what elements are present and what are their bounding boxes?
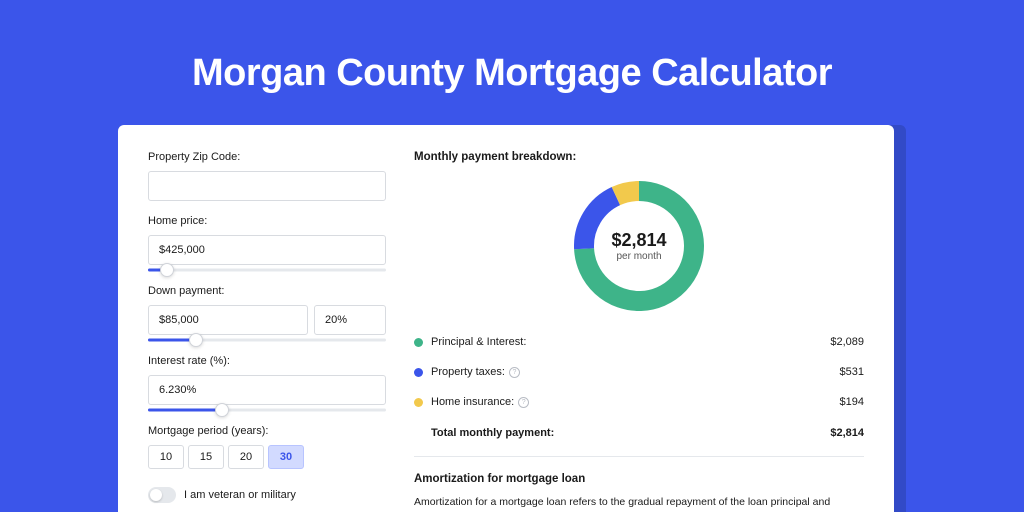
legend-swatch <box>414 398 423 407</box>
donut-container: $2,814 per month <box>414 173 864 327</box>
interest-rate-input[interactable] <box>148 375 386 405</box>
field-interest-rate: Interest rate (%): <box>148 355 386 417</box>
down-payment-label: Down payment: <box>148 285 386 297</box>
hero: Morgan County Mortgage Calculator <box>0 0 1024 125</box>
period-option-30[interactable]: 30 <box>268 445 304 469</box>
slider-thumb[interactable] <box>189 333 203 347</box>
info-icon[interactable]: ? <box>509 367 520 378</box>
field-period: Mortgage period (years): 10152030 <box>148 425 386 469</box>
veteran-label: I am veteran or military <box>184 489 296 501</box>
total-value: $2,814 <box>830 427 864 439</box>
legend-value: $2,089 <box>830 336 864 348</box>
legend-swatch <box>414 368 423 377</box>
legend: Principal & Interest:$2,089Property taxe… <box>414 327 864 417</box>
zip-label: Property Zip Code: <box>148 151 386 163</box>
interest-rate-label: Interest rate (%): <box>148 355 386 367</box>
down-payment-slider[interactable] <box>148 333 386 347</box>
breakdown-panel: Monthly payment breakdown: $2,814 per mo… <box>414 151 864 512</box>
amortization-section: Amortization for mortgage loan Amortizat… <box>414 456 864 512</box>
field-home-price: Home price: <box>148 215 386 277</box>
donut-center: $2,814 per month <box>574 181 704 311</box>
period-option-15[interactable]: 15 <box>188 445 224 469</box>
period-option-10[interactable]: 10 <box>148 445 184 469</box>
period-options: 10152030 <box>148 445 386 469</box>
amortization-text: Amortization for a mortgage loan refers … <box>414 495 864 512</box>
card-shadow: Property Zip Code: Home price: Down paym… <box>118 125 906 512</box>
legend-name: Property taxes:? <box>431 366 840 378</box>
legend-swatch <box>414 338 423 347</box>
down-payment-pct-input[interactable] <box>314 305 386 335</box>
donut-amount: $2,814 <box>611 230 666 251</box>
legend-value: $194 <box>840 396 864 408</box>
legend-row: Principal & Interest:$2,089 <box>414 327 864 357</box>
down-payment-input[interactable] <box>148 305 308 335</box>
slider-thumb[interactable] <box>160 263 174 277</box>
donut-chart: $2,814 per month <box>574 181 704 311</box>
veteran-toggle[interactable] <box>148 487 176 503</box>
home-price-slider[interactable] <box>148 263 386 277</box>
legend-value: $531 <box>840 366 864 378</box>
calculator-card: Property Zip Code: Home price: Down paym… <box>118 125 894 512</box>
legend-total-row: Total monthly payment: $2,814 <box>414 417 864 448</box>
legend-name: Principal & Interest: <box>431 336 830 348</box>
field-down-payment: Down payment: <box>148 285 386 347</box>
home-price-input[interactable] <box>148 235 386 265</box>
slider-thumb[interactable] <box>215 403 229 417</box>
toggle-knob <box>150 489 162 501</box>
period-label: Mortgage period (years): <box>148 425 386 437</box>
period-option-20[interactable]: 20 <box>228 445 264 469</box>
zip-input[interactable] <box>148 171 386 201</box>
home-price-label: Home price: <box>148 215 386 227</box>
veteran-row: I am veteran or military <box>148 487 386 503</box>
legend-row: Property taxes:?$531 <box>414 357 864 387</box>
legend-name: Home insurance:? <box>431 396 840 408</box>
field-zip: Property Zip Code: <box>148 151 386 201</box>
breakdown-title: Monthly payment breakdown: <box>414 151 864 163</box>
form-panel: Property Zip Code: Home price: Down paym… <box>148 151 386 512</box>
amortization-title: Amortization for mortgage loan <box>414 473 864 485</box>
page-title: Morgan County Mortgage Calculator <box>0 52 1024 95</box>
donut-sub: per month <box>616 251 661 262</box>
interest-rate-slider[interactable] <box>148 403 386 417</box>
total-label: Total monthly payment: <box>431 427 830 439</box>
info-icon[interactable]: ? <box>518 397 529 408</box>
legend-row: Home insurance:?$194 <box>414 387 864 417</box>
